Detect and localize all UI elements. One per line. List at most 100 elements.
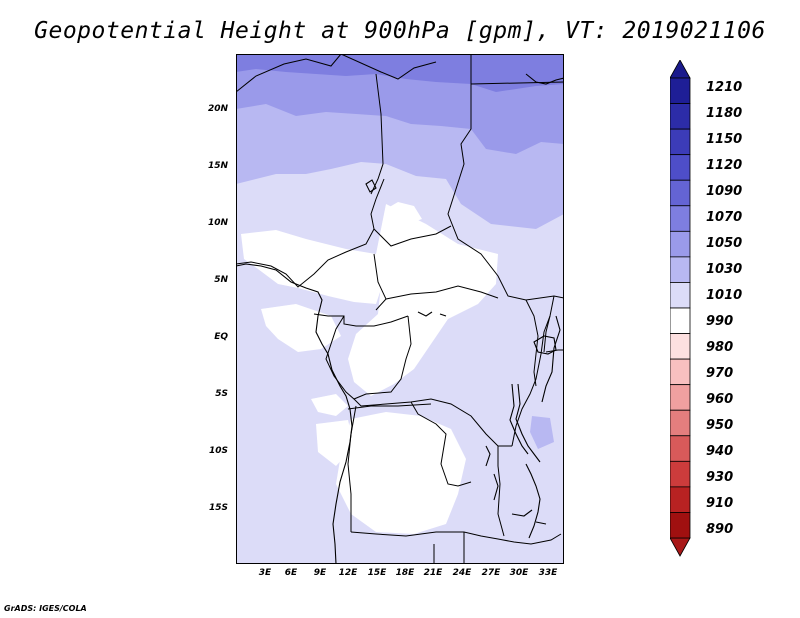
credit-text: GrADS: IGES/COLA xyxy=(4,604,87,613)
lake-tumba xyxy=(417,311,433,317)
colorbar-cap-bottom xyxy=(670,537,691,557)
colorbar-box-1030 xyxy=(670,256,691,283)
colorbar-box-970 xyxy=(670,358,691,386)
height-field xyxy=(236,54,564,564)
boundary-10 xyxy=(313,313,409,327)
boundary-15 xyxy=(347,405,357,532)
colorbar-box-1210 xyxy=(670,77,691,104)
boundary-3 xyxy=(370,73,384,195)
boundary-12 xyxy=(353,398,512,447)
lake-tanganyika-east xyxy=(515,383,541,463)
lat-label-10n: 10N xyxy=(207,218,228,228)
boundary-5 xyxy=(470,81,564,85)
coastline-horn xyxy=(525,73,564,85)
colorbar-box-930 xyxy=(670,460,691,488)
lon-label-18e: 18E xyxy=(395,568,415,578)
boundary-7 xyxy=(373,225,452,247)
lon-label-24e: 24E xyxy=(452,568,472,578)
boundary-2 xyxy=(340,54,437,80)
colorbar-label-1120: 1120 xyxy=(706,158,743,173)
colorbar-label-970: 970 xyxy=(706,366,734,381)
lake-chad xyxy=(365,179,377,193)
lake-mai-ndombe xyxy=(439,313,447,317)
colorbar-label-1180: 1180 xyxy=(706,106,743,121)
colorbar-box-890 xyxy=(670,512,691,539)
colorbar-label-1030: 1030 xyxy=(706,262,743,277)
colorbar-box-950 xyxy=(670,409,691,437)
lon-label-6e: 6E xyxy=(284,568,298,578)
colorbar-label-910: 910 xyxy=(706,496,734,511)
colorbar-box-1050 xyxy=(670,230,691,258)
lake-tanganyika-west xyxy=(509,383,529,455)
lat-label-20n: 20N xyxy=(207,104,228,114)
colorbar-label-1210: 1210 xyxy=(706,80,743,95)
boundary-22 xyxy=(545,349,564,353)
lon-label-3e: 3E xyxy=(258,568,272,578)
lat-label-5n: 5N xyxy=(214,275,228,285)
colorbar-label-1010: 1010 xyxy=(706,288,743,303)
colorbar-label-1050: 1050 xyxy=(706,236,743,251)
colorbar xyxy=(670,60,691,557)
colorbar-box-910 xyxy=(670,486,691,513)
low-south-pocket xyxy=(316,420,354,466)
boundary-9 xyxy=(385,285,499,300)
boundary-16 xyxy=(350,531,562,545)
colorbar-box-990 xyxy=(670,307,691,334)
colorbar-label-980: 980 xyxy=(706,340,734,355)
lon-label-27e: 27E xyxy=(481,568,501,578)
colorbar-label-1070: 1070 xyxy=(706,210,743,225)
boundary-14 xyxy=(410,401,472,487)
lake-mweru-2 xyxy=(493,473,499,501)
colorbar-label-940: 940 xyxy=(706,444,734,459)
lake-cahora xyxy=(535,521,547,525)
colorbar-box-1150 xyxy=(670,128,691,156)
lon-label-9e: 9E xyxy=(313,568,327,578)
lat-label-15n: 15N xyxy=(207,161,228,171)
colorbar-label-990: 990 xyxy=(706,314,734,329)
lon-label-12e: 12E xyxy=(338,568,358,578)
boundary-23 xyxy=(543,295,555,353)
colorbar-label-1150: 1150 xyxy=(706,132,743,147)
colorbar-label-950: 950 xyxy=(706,418,734,433)
low-west-coast xyxy=(241,230,386,304)
lat-label-eq: EQ xyxy=(214,332,228,342)
colorbar-box-980 xyxy=(670,333,691,360)
lake-victoria xyxy=(533,335,557,355)
colorbar-label-890: 890 xyxy=(706,522,734,537)
lake-kariba xyxy=(511,509,533,517)
lat-label-5s: 5S xyxy=(215,389,228,399)
boundary-19 xyxy=(497,446,505,537)
colorbar-box-940 xyxy=(670,435,691,462)
map-panel xyxy=(236,54,564,564)
lat-label-10s: 10S xyxy=(208,446,228,456)
high-east-pocket xyxy=(530,416,554,449)
coastline-east-africa xyxy=(541,315,561,403)
colorbar-box-1070 xyxy=(670,205,691,232)
political-boundaries xyxy=(236,54,564,564)
colorbar-boxes xyxy=(670,77,691,539)
colorbar-cap-top xyxy=(670,60,691,79)
colorbar-box-960 xyxy=(670,384,691,411)
low-southwest xyxy=(336,412,466,534)
boundary-13 xyxy=(347,403,432,410)
lat-label-15s: 15S xyxy=(208,503,228,513)
colorbar-label-1090: 1090 xyxy=(706,184,743,199)
colorbar-box-1120 xyxy=(670,154,691,181)
low-gabon-coast xyxy=(261,304,341,352)
lake-mweru-1 xyxy=(485,445,491,467)
colorbar-box-1010 xyxy=(670,282,691,309)
map-frame xyxy=(236,54,564,564)
lon-label-15e: 15E xyxy=(367,568,387,578)
colorbar-box-1090 xyxy=(670,179,691,207)
boundary-8 xyxy=(373,253,387,311)
lon-label-21e: 21E xyxy=(423,568,443,578)
colorbar-label-930: 930 xyxy=(706,470,734,485)
lake-malawi xyxy=(525,463,541,539)
lon-label-30e: 30E xyxy=(509,568,529,578)
coastline-west-africa xyxy=(236,263,353,564)
boundary-1 xyxy=(236,54,342,93)
low-congo-estuary xyxy=(311,394,348,416)
colorbar-box-1180 xyxy=(670,103,691,130)
colorbar-label-960: 960 xyxy=(706,392,734,407)
coastlines-and-lakes xyxy=(236,73,564,564)
